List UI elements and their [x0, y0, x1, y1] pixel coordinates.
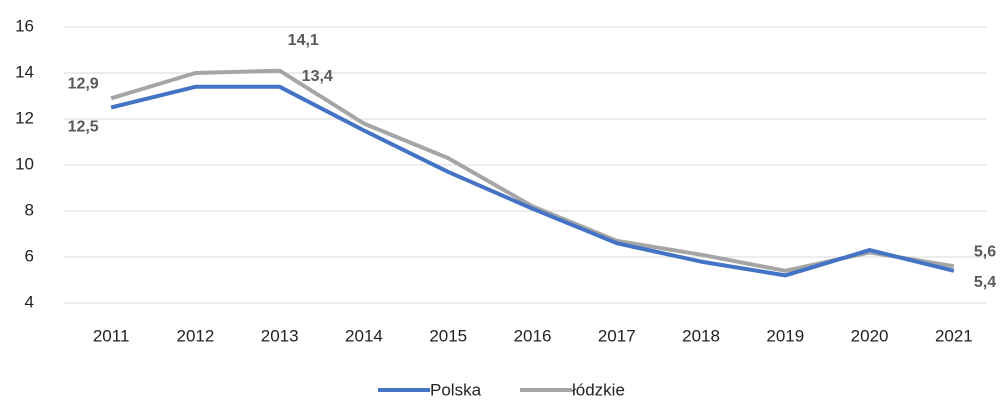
y-tick-label: 14	[15, 62, 34, 81]
legend-label: łódzkie	[572, 380, 625, 399]
y-tick-label: 10	[15, 154, 34, 173]
x-tick-label: 2020	[851, 326, 889, 345]
x-tick-label: 2016	[514, 326, 552, 345]
x-tick-label: 2013	[261, 326, 299, 345]
x-tick-label: 2018	[682, 326, 720, 345]
x-tick-label: 2021	[935, 326, 973, 345]
x-tick-label: 2017	[598, 326, 636, 345]
line-series	[110, 68, 955, 273]
data-label: 5,4	[974, 274, 996, 291]
x-tick-label: 2012	[176, 326, 214, 345]
x-tick-label: 2019	[766, 326, 804, 345]
data-label: 5,6	[974, 243, 996, 260]
y-tick-label: 16	[15, 16, 34, 35]
data-label: 12,5	[68, 119, 99, 136]
data-label: 13,4	[302, 68, 333, 85]
x-tick-label: 2015	[429, 326, 467, 345]
y-tick-label: 12	[15, 108, 34, 127]
x-tick-label: 2014	[345, 326, 383, 345]
line-series	[110, 84, 955, 278]
y-tick-label: 4	[25, 292, 34, 311]
x-tick-label: 2011	[93, 326, 130, 345]
data-label: 14,1	[288, 32, 319, 49]
y-tick-label: 8	[25, 200, 34, 219]
data-label: 12,9	[68, 76, 99, 93]
y-tick-label: 6	[25, 246, 34, 265]
legend-label: Polska	[430, 380, 482, 399]
